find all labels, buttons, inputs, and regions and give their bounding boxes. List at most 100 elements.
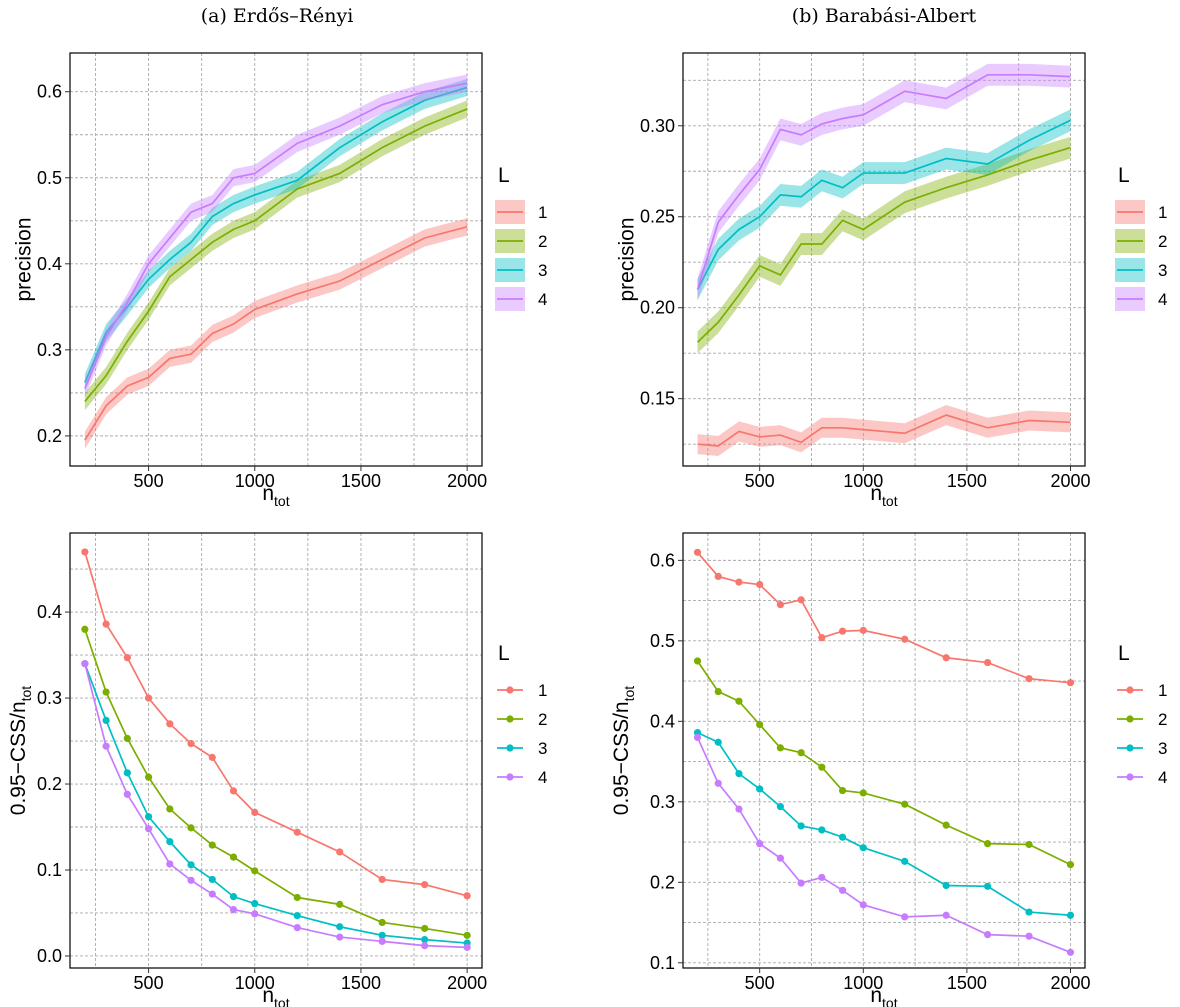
data-point <box>293 828 301 836</box>
series-line <box>696 551 1071 684</box>
y-tick-label: 0.6 <box>37 82 62 102</box>
data-point <box>378 875 386 884</box>
series-4 <box>81 660 471 951</box>
series-line <box>84 82 468 389</box>
data-point <box>1066 948 1075 956</box>
legend-key-point <box>1126 715 1134 723</box>
data-point <box>229 853 238 861</box>
data-point <box>293 923 301 932</box>
data-point <box>102 688 110 696</box>
y-axis-label-subscript: tot <box>621 686 637 702</box>
x-axis: 500 1000 1500 2000 ntot <box>134 968 487 1007</box>
data-point <box>984 658 992 667</box>
series-3 <box>696 109 1071 301</box>
legend: L 1 2 3 4 <box>497 642 547 787</box>
plot-border <box>682 532 1086 969</box>
data-point <box>251 867 259 875</box>
legend-key-point <box>1126 744 1134 752</box>
series-2 <box>696 136 1071 354</box>
y-tick-label: 0.30 <box>640 116 675 136</box>
legend-label: 1 <box>538 681 547 700</box>
data-point <box>735 697 743 705</box>
data-point <box>1066 911 1075 919</box>
data-point <box>901 800 909 808</box>
data-point <box>776 601 784 609</box>
x-tick-label: 1000 <box>235 471 275 491</box>
data-point <box>336 848 344 856</box>
x-axis-label: ntot <box>870 984 897 1007</box>
x-tick-label: 2000 <box>1050 471 1090 491</box>
x-axis-label: ntot <box>262 984 289 1007</box>
data-point <box>1025 932 1033 940</box>
data-point <box>81 660 89 668</box>
x-axis-label: ntot <box>870 482 897 509</box>
series-1 <box>84 218 468 449</box>
data-point <box>693 733 702 742</box>
series-4 <box>84 74 468 398</box>
y-tick-label: 0.0 <box>37 946 62 966</box>
series-line <box>696 737 1071 954</box>
data-point <box>901 635 909 643</box>
x-tick-label: 2000 <box>1050 973 1090 993</box>
legend-label: 2 <box>538 232 547 251</box>
data-point <box>797 749 805 757</box>
data-point <box>859 901 867 909</box>
data-point <box>81 625 89 633</box>
legend-label: 3 <box>538 739 547 758</box>
legend-title: L <box>498 642 510 665</box>
y-tick-label: 0.2 <box>37 426 62 446</box>
data-point <box>166 720 174 728</box>
x-tick-label: 500 <box>134 973 164 993</box>
data-point <box>293 893 301 902</box>
legend-label: 4 <box>538 290 547 309</box>
data-point <box>984 840 992 848</box>
legend-key-point <box>506 744 514 752</box>
grid <box>70 53 482 466</box>
y-tick-label: 0.5 <box>37 168 62 188</box>
y-axis-label: 0.95−CSS/ntot <box>7 686 34 816</box>
y-tick-label: 0.6 <box>650 550 675 570</box>
x-axis-label-subscript: tot <box>274 493 290 509</box>
series-1 <box>81 548 471 900</box>
x-axis-label-subscript: tot <box>274 995 290 1007</box>
legend: L 1 2 3 4 <box>1117 642 1167 787</box>
data-point <box>1025 908 1033 916</box>
legend-label: 4 <box>1158 768 1167 787</box>
series-2 <box>81 625 471 939</box>
data-point <box>251 808 259 816</box>
data-point <box>102 716 110 725</box>
data-point <box>776 854 784 862</box>
data-point <box>942 654 950 662</box>
legend-label: 2 <box>538 710 547 729</box>
grid <box>683 533 1085 968</box>
data-point <box>714 572 722 581</box>
series-4 <box>693 733 1075 956</box>
data-point <box>187 861 195 869</box>
x-tick-label: 1500 <box>947 973 987 993</box>
panel-1: (a) Erdős–Rényi 500 1000 1500 2000 ntot 0.2 0.3… <box>13 5 548 509</box>
data-point <box>756 720 764 729</box>
data-point <box>463 892 471 900</box>
series-line <box>696 119 1071 290</box>
data-point <box>901 857 909 865</box>
data-point <box>735 578 743 586</box>
data-point <box>942 881 950 890</box>
data-point <box>208 753 216 761</box>
x-tick-label: 1500 <box>341 471 381 491</box>
data-point <box>378 918 386 927</box>
data-point <box>336 923 344 931</box>
y-tick-label: 0.5 <box>650 631 675 651</box>
y-axis-label: 0.95−CSS/ntot <box>610 686 637 816</box>
y-axis-label: precision <box>616 217 639 301</box>
data-point <box>735 805 743 813</box>
data-point <box>714 687 722 696</box>
data-point <box>144 694 153 702</box>
y-tick-label: 0.4 <box>37 254 62 274</box>
data-point <box>818 634 826 642</box>
data-point <box>756 840 764 848</box>
series-line <box>84 86 468 383</box>
data-point <box>838 886 847 894</box>
legend-key-point <box>1126 686 1134 694</box>
x-axis-label-main: n <box>870 984 882 1007</box>
data-point <box>942 821 950 829</box>
